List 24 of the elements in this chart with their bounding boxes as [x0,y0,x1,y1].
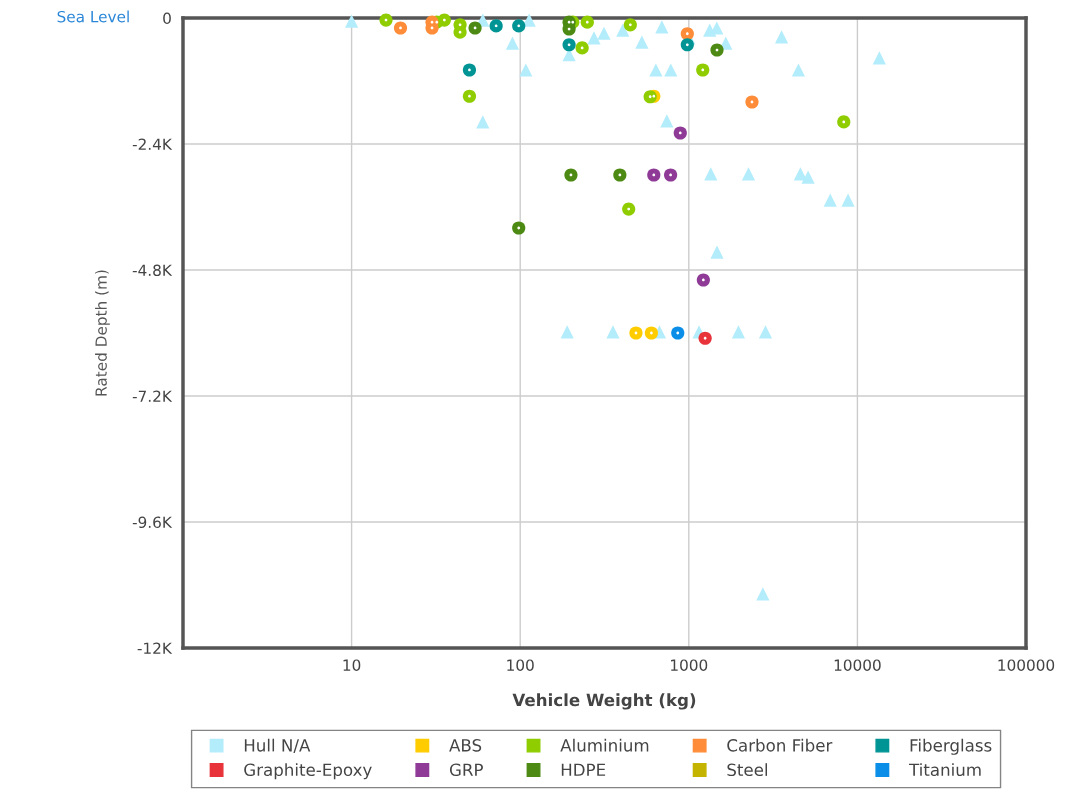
y-tick-label: -7.2K [132,390,173,402]
x-tick-label: 10000 [834,659,881,671]
legend-label: Graphite-Epoxy [244,763,372,780]
y-tick-label: -9.6K [132,516,173,529]
legend-label: Titanium [908,763,981,777]
legend-label: HDPE [561,763,606,776]
x-tick-label: 100 [507,659,534,671]
legend-label: Carbon Fiber [727,738,833,752]
x-tick-label: 1000 [671,659,708,671]
legend-label: GRP [449,763,483,777]
y-tick-label: -12K [137,642,173,654]
x-axis-title: Vehicle Weight (kg) [512,693,696,710]
y-axis-title: Rated Depth (m) [95,270,110,396]
legend-label: Steel [727,763,768,777]
legend-label: Fiberglass [910,738,992,755]
y-tick-label: -2.4K [132,138,173,150]
y-tick-label: -4.8K [132,264,173,277]
legend-label: ABS [449,739,482,752]
y-tick-label: 0 [163,12,171,25]
text: Sea Level [57,10,129,23]
x-tick-label: 100000 [998,659,1055,671]
x-tick-label: 10 [343,659,361,671]
legend-label: Hull N/A [244,738,311,753]
legend-label: Aluminium [560,738,649,752]
